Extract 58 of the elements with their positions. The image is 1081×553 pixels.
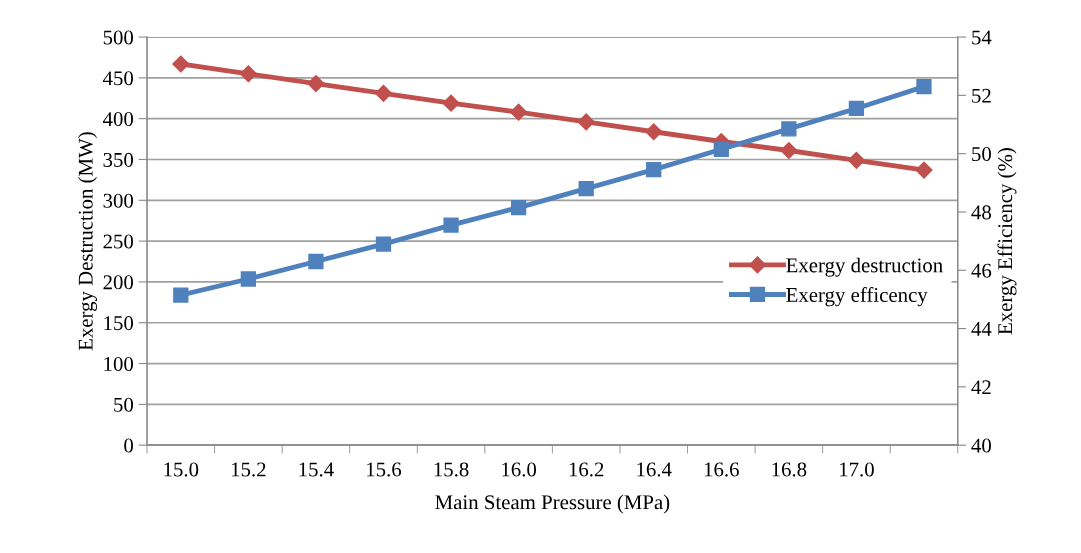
legend-label: Exergy efficency: [786, 287, 928, 307]
y-tick-label: 100: [104, 356, 134, 371]
x-tick-label: 16.2: [569, 462, 604, 477]
legend-label: Exergy destruction: [786, 257, 943, 277]
point: [916, 78, 932, 95]
point: [578, 180, 594, 197]
point: [172, 55, 190, 73]
point: [577, 113, 595, 131]
y-tick-label: 500: [103, 30, 134, 45]
x-tick-label: 16.8: [772, 462, 807, 477]
y-tick-label: 300: [103, 193, 134, 208]
y-tick-label: 400: [102, 112, 134, 127]
y-tick-label: 350: [103, 152, 134, 167]
point: [781, 121, 797, 137]
y2-tick-label: 40: [971, 438, 991, 453]
point: [713, 141, 729, 157]
y-tick-label: 200: [103, 275, 134, 290]
point: [443, 217, 459, 233]
y-tick-label: 250: [103, 234, 134, 249]
point: [646, 162, 662, 178]
point: [780, 141, 798, 160]
point: [173, 287, 189, 303]
y-tick-label: 0: [124, 438, 134, 453]
x-axis-title: Main Steam Pressure (MPa): [435, 494, 670, 514]
point: [375, 236, 392, 252]
x-tick-label: 15.4: [299, 462, 334, 477]
y2-tick-label: 48: [971, 205, 991, 220]
point: [240, 271, 256, 287]
x-tick-label: 16.0: [502, 462, 537, 477]
point: [915, 161, 933, 179]
point: [848, 100, 865, 117]
y-axis-title: Exergy Destruction (MW): [78, 132, 98, 351]
point: [308, 253, 324, 270]
x-tick-label: 16.6: [704, 462, 739, 477]
point: [307, 75, 325, 93]
point: [645, 123, 663, 141]
y2-tick-label: 42: [971, 380, 991, 395]
y-tick-label: 50: [114, 397, 134, 412]
x-tick-label: 15.2: [231, 462, 266, 477]
y-tick-label: 450: [102, 71, 134, 86]
y2-tick-label: 52: [972, 88, 991, 103]
point: [510, 103, 528, 121]
y2-tick-label: 50: [972, 147, 991, 162]
x-tick-label: 15.8: [434, 462, 469, 477]
point: [847, 151, 865, 169]
x-tick-label: 16.4: [637, 462, 672, 477]
point: [510, 199, 527, 216]
y-tick-label: 150: [104, 316, 134, 331]
point: [239, 65, 257, 83]
y2-tick-label: 46: [971, 263, 992, 278]
point: [374, 84, 393, 102]
x-tick-label: 15.0: [164, 462, 199, 477]
point: [442, 94, 460, 112]
y2-tick-label: 54: [972, 30, 992, 45]
y2-tick-label: 44: [971, 322, 992, 336]
x-tick-label: 15.6: [367, 462, 402, 477]
x-tick-label: 17.0: [840, 462, 874, 477]
y2-axis-title: Exergy Efficiency (%): [997, 148, 1017, 335]
